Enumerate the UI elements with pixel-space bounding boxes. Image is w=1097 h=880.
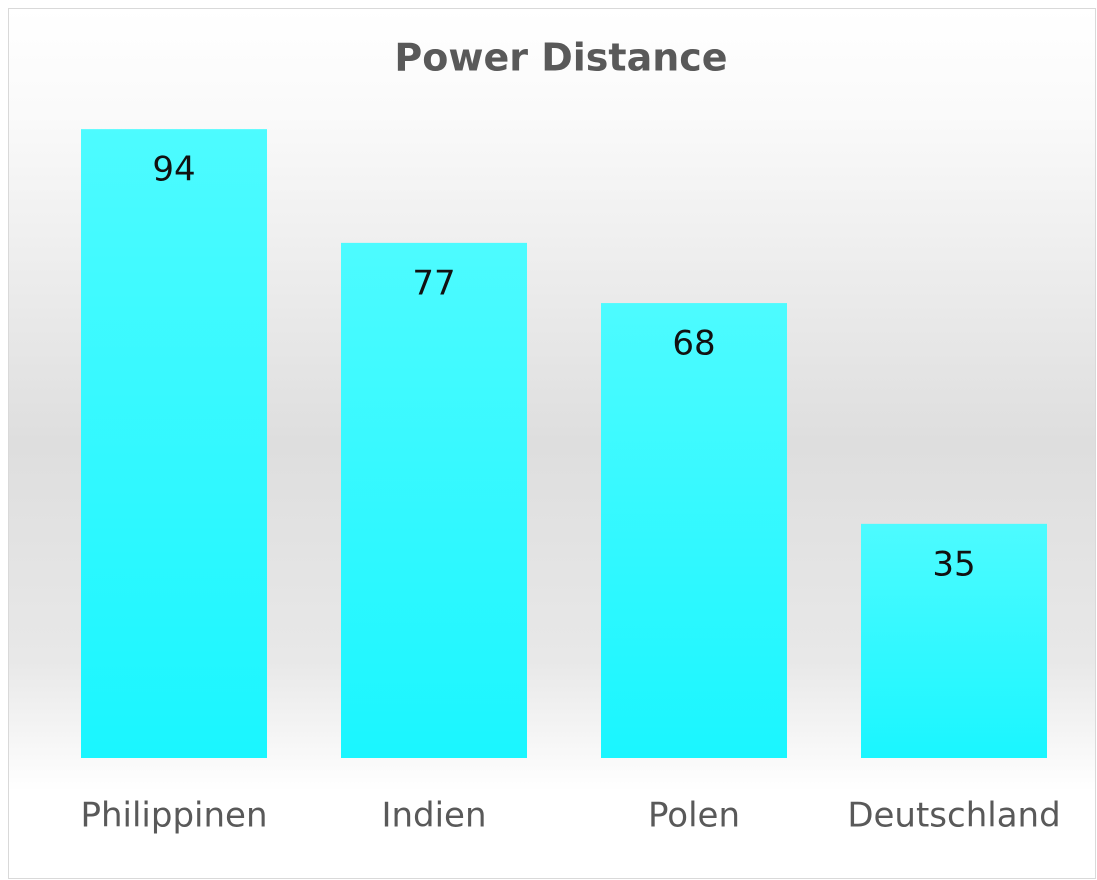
bar: [861, 523, 1047, 758]
bar: [601, 303, 787, 758]
bar: [341, 242, 527, 758]
x-tick-label: Philippinen: [80, 796, 267, 836]
x-tick-label: Deutschland: [847, 796, 1060, 836]
value-label: 77: [412, 263, 455, 303]
bar: [81, 129, 267, 758]
x-tick-label: Indien: [381, 796, 486, 836]
value-label: 94: [152, 150, 195, 190]
chart-title: Power Distance: [394, 36, 727, 80]
value-label: 35: [932, 544, 975, 584]
value-label: 68: [672, 324, 715, 364]
x-tick-label: Polen: [648, 796, 740, 836]
